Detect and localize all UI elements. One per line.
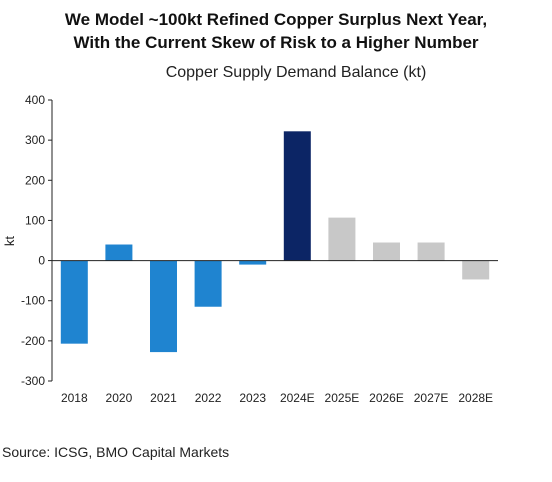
bar-2022 [194, 260, 222, 307]
y-tick-label: 100 [25, 213, 45, 227]
x-tick-label: 2026E [369, 391, 404, 405]
bar-2024e [283, 131, 311, 261]
x-tick-label: 2024E [280, 391, 315, 405]
x-tick-label: 2025E [325, 391, 360, 405]
x-tick-label: 2022 [195, 391, 222, 405]
y-axis-ticks: 400 300 200 100 0 -100 -200 -300 [21, 93, 52, 388]
x-tick-label: 2018 [61, 391, 88, 405]
bar-2026e [373, 242, 400, 261]
x-tick-label: 2020 [106, 391, 133, 405]
x-tick-label: 2023 [239, 391, 266, 405]
x-tick-label: 2021 [150, 391, 177, 405]
bar-2021 [150, 260, 177, 353]
source-note: Source: ICSG, BMO Capital Markets [2, 444, 230, 460]
bar-2027e [417, 242, 445, 261]
x-tick-label: 2028E [458, 391, 493, 405]
y-tick-label: -200 [21, 334, 45, 348]
bar-2018 [60, 260, 88, 344]
y-tick-label: 300 [25, 133, 45, 147]
y-tick-label: 200 [25, 173, 45, 187]
y-axis-label: kt [2, 236, 17, 247]
headline-line-1: We Model ~100kt Refined Copper Surplus N… [64, 10, 488, 29]
y-tick-label: 400 [25, 93, 45, 107]
bar-series [60, 131, 490, 353]
y-tick-label: 0 [38, 254, 45, 268]
chart-headline: We Model ~100kt Refined Copper Surplus N… [0, 8, 552, 54]
y-tick-label: -300 [21, 374, 45, 388]
x-axis-ticks: 2018 2020 2021 2022 2023 2024E 2025E 2026E 2027E… [61, 391, 493, 405]
bar-2023 [239, 260, 267, 265]
headline-line-2: With the Current Skew of Risk to a Highe… [73, 33, 479, 52]
bar-2025e [328, 217, 356, 261]
x-tick-label: 2027E [414, 391, 449, 405]
y-tick-label: -100 [21, 294, 45, 308]
bar-2020 [105, 244, 133, 261]
bar-2028e [462, 260, 490, 280]
chart-title: Copper Supply Demand Balance (kt) [165, 64, 427, 81]
